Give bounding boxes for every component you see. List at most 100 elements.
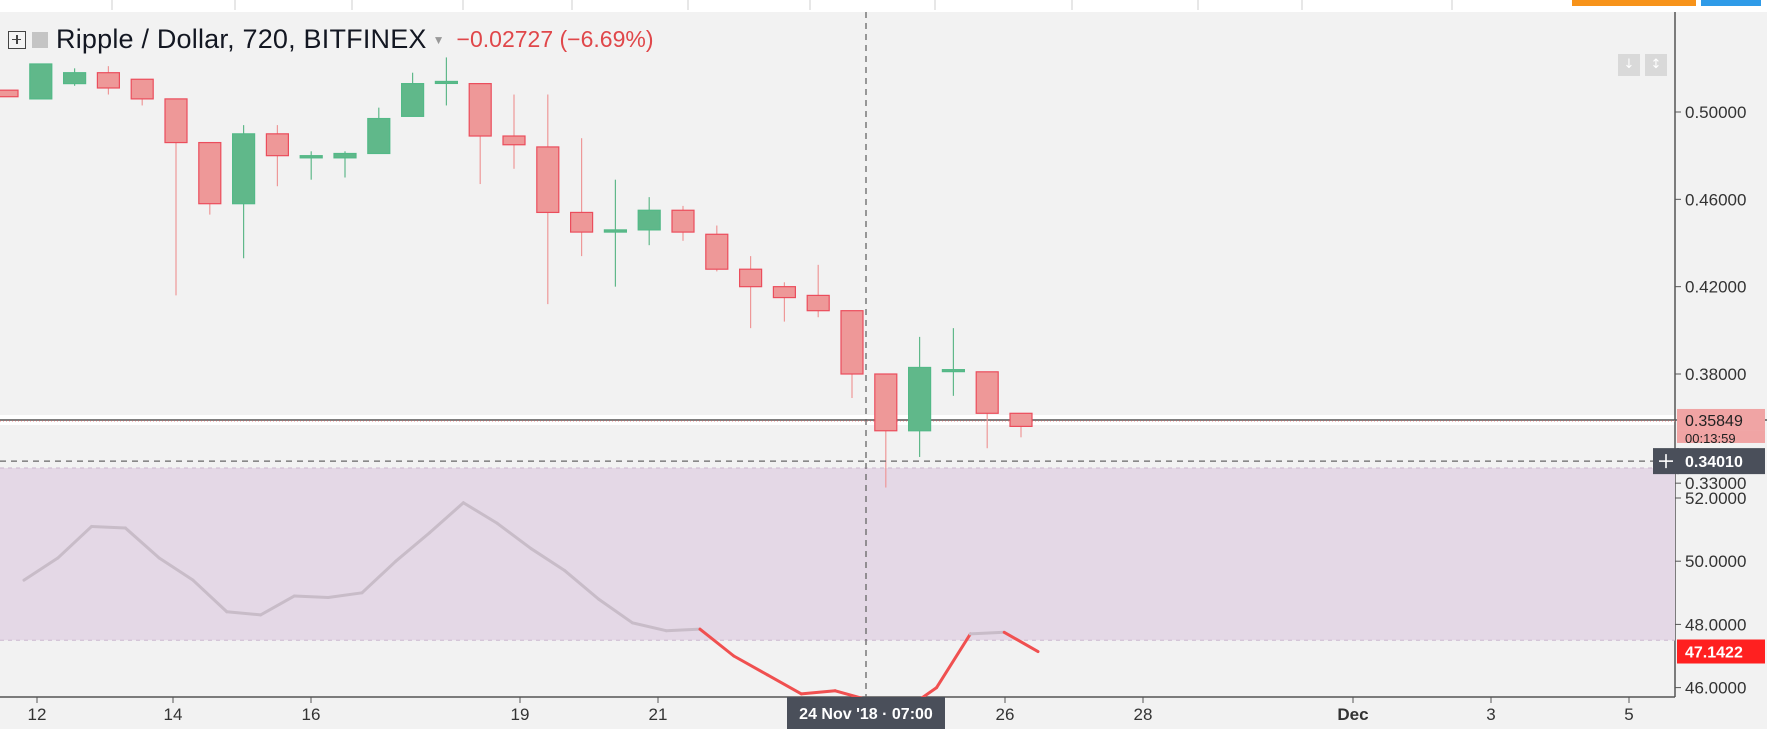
candle-body [333, 152, 357, 159]
candle-body [29, 63, 53, 100]
rsi-value-label: 47.1422 [1685, 645, 1743, 662]
rsi-line-segment [698, 627, 736, 658]
candle-body [536, 146, 560, 214]
price-axis-label: 0.50000 [1685, 103, 1746, 122]
rsi-line-segment [56, 524, 94, 560]
rsi-axis-label: 52.0000 [1685, 489, 1746, 508]
price-axis-label: 0.38000 [1685, 365, 1746, 384]
time-axis-label: Dec [1337, 705, 1368, 724]
candle-body [468, 83, 492, 137]
time-axis-label: 5 [1624, 705, 1633, 724]
candle-body [569, 211, 594, 233]
symbol-title[interactable]: Ripple / Dollar, 720, BITFINEX [56, 24, 427, 54]
candle-body [0, 89, 19, 98]
rsi-line-segment [428, 501, 465, 535]
candle-body [130, 78, 154, 100]
price-axis-bg [1675, 12, 1767, 697]
rsi-axis-label: 46.0000 [1685, 679, 1746, 698]
candle-body [265, 133, 289, 157]
candle-body [705, 233, 729, 270]
rsi-line-segment [630, 621, 668, 633]
caret-down-icon[interactable]: ▼ [432, 32, 445, 47]
rsi-line-segment [123, 526, 161, 560]
accent-bar-orange[interactable] [1572, 0, 1696, 6]
time-axis-label: 28 [1134, 705, 1153, 724]
time-axis-label: 12 [28, 705, 47, 724]
rsi-line-segment [597, 597, 634, 625]
candle-body [772, 286, 797, 299]
rsi-line-segment [563, 569, 601, 601]
rsi-line-segment [292, 594, 330, 600]
candle-body [941, 369, 966, 373]
candle-body [603, 229, 628, 233]
time-axis-label: 14 [164, 705, 183, 724]
rsi-line-segment [157, 556, 195, 582]
candle-body [637, 209, 661, 231]
price-change: −0.02727 (−6.69%) [456, 26, 654, 52]
plus-square-icon[interactable] [8, 30, 26, 49]
price-axis-label: 0.46000 [1685, 190, 1746, 209]
rsi-line-segment [799, 689, 837, 696]
rsi-line-segment [191, 578, 229, 614]
time-axis-label: 21 [649, 705, 668, 724]
arrow-updown-icon[interactable]: ↕ [1645, 54, 1667, 76]
rsi-line-segment [394, 531, 432, 563]
price-axis-label: 0.33000 [1685, 474, 1746, 493]
rsi-line-segment [968, 630, 1006, 636]
time-axis-label: 26 [996, 705, 1015, 724]
last-price-label-bg [1677, 408, 1765, 431]
color-square-icon [32, 31, 48, 48]
candle-body [907, 366, 932, 432]
candle-body [96, 72, 121, 89]
rsi-line-segment [529, 547, 567, 573]
rsi-line-segment [1002, 630, 1040, 654]
candle-body [738, 268, 763, 288]
candle-body [502, 135, 526, 146]
candle-body [434, 80, 458, 85]
rsi-line-segment [360, 559, 398, 595]
rsi-line-segment [732, 654, 770, 677]
last-price-label: 0.35849 [1685, 413, 1743, 430]
candle-body [874, 373, 898, 432]
crosshair-time-label-bg [787, 697, 945, 729]
time-axis-label: 3 [1486, 705, 1495, 724]
candle-body [975, 371, 999, 414]
countdown-label: 00:13:59 [1685, 431, 1736, 446]
candle-body [671, 209, 695, 233]
crosshair-price-label: 0.34010 [1685, 454, 1743, 471]
countdown-label-bg [1677, 430, 1765, 443]
rsi-line-segment [326, 591, 364, 600]
candle-body [232, 133, 256, 205]
rsi-line-segment [935, 632, 972, 690]
candle-body [367, 117, 391, 155]
price-pane-bg [0, 12, 1675, 415]
candle-body [299, 155, 323, 159]
candle-body [164, 98, 188, 144]
rsi-line-segment [22, 556, 60, 582]
rsi-line-segment [90, 524, 127, 530]
crosshair-time-label: 24 Nov '18 · 07:00 [799, 706, 933, 723]
rsi-axis-label: 50.0000 [1685, 552, 1746, 571]
rsi-band [0, 467, 1675, 641]
candle-body [806, 294, 830, 312]
time-axis-label: 19 [511, 705, 530, 724]
crosshair-price-label-bg [1677, 448, 1765, 475]
rsi-line-segment [461, 501, 499, 525]
price-axis-label: 0.42000 [1685, 278, 1746, 297]
candle-body [62, 72, 87, 85]
rsi-line-segment [225, 610, 263, 617]
rsi-value-label-bg [1677, 639, 1765, 664]
rsi-line-segment [766, 673, 803, 696]
chart-legend: Ripple / Dollar, 720, BITFINEX ▼ −0.0272… [8, 24, 653, 55]
arrow-down-icon[interactable]: ↓ [1618, 54, 1640, 76]
candle-body [1009, 412, 1033, 427]
candle-body [840, 310, 864, 375]
candle-body [198, 141, 222, 205]
accent-bar-blue[interactable] [1701, 0, 1761, 6]
time-axis-label: 16 [302, 705, 321, 724]
rsi-line-segment [259, 594, 296, 617]
rsi-axis-label: 48.0000 [1685, 615, 1746, 634]
rsi-line-segment [664, 627, 702, 633]
